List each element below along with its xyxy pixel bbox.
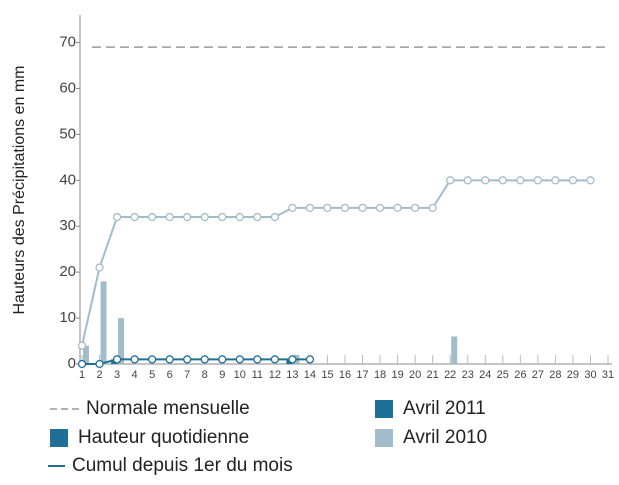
cumulative-point [340, 203, 350, 213]
cumulative-point [183, 212, 192, 222]
cumulative-point [270, 212, 280, 222]
x-tick-label: 1 [79, 369, 85, 381]
y-axis-title: Hauteurs des Précipitations en mm [11, 66, 28, 315]
cumulative-point [305, 203, 315, 213]
y-tick-label: 40 [59, 171, 76, 188]
x-tick-label: 21 [427, 369, 439, 381]
x-tick-label: 23 [462, 369, 474, 381]
x-tick-label: 31 [602, 369, 614, 381]
x-tick-label: 2 [96, 369, 102, 381]
cumulative-point [235, 355, 244, 364]
cumulative-point [288, 355, 297, 364]
x-tick-label: 27 [532, 369, 544, 381]
legend-label: Avril 2011 [403, 398, 486, 419]
cumulative-point [77, 359, 87, 369]
daily-bar [100, 281, 107, 364]
x-tick-label: 16 [339, 369, 351, 381]
cumulative-point [551, 176, 560, 185]
x-tick-label: 6 [167, 369, 173, 381]
cumulative-point [147, 212, 157, 222]
y-tick-label: 70 [59, 34, 76, 51]
cumulative-point [112, 212, 122, 222]
x-tick-label: 14 [304, 369, 316, 381]
cumulative-point [568, 176, 578, 185]
y-tick-label: 50 [59, 125, 76, 142]
x-tick-label: 22 [444, 369, 456, 381]
cumulative-point [533, 176, 543, 185]
x-tick-label: 10 [234, 369, 246, 381]
cumulative-point [463, 176, 472, 185]
cumulative-point [288, 203, 297, 213]
cumulative-point [375, 203, 385, 213]
x-tick-label: 25 [497, 369, 509, 381]
cumulative-point [498, 176, 507, 185]
daily-bar [118, 318, 125, 364]
x-tick-label: 3 [114, 369, 120, 381]
legend-label: Hauteur quotidienne [78, 427, 249, 448]
x-tick-label: 12 [269, 369, 281, 381]
cumulative-point [481, 176, 490, 185]
cumulative-point [112, 355, 122, 364]
x-tick-label: 24 [479, 369, 491, 381]
x-tick-label: 15 [321, 369, 333, 381]
legend-swatch [50, 429, 68, 447]
x-tick-label: 13 [286, 369, 298, 381]
x-tick-label: 4 [132, 369, 138, 381]
x-tick-label: 19 [391, 369, 403, 381]
cumulative-point [165, 355, 174, 364]
cumulative-point [147, 355, 157, 364]
cumulative-point [428, 203, 437, 213]
cumulative-point [586, 176, 595, 185]
legend-swatch [375, 429, 393, 447]
legend-swatch [375, 400, 393, 418]
x-tick-label: 11 [252, 369, 263, 381]
cumulative-point [358, 203, 367, 213]
x-tick-label: 29 [567, 369, 579, 381]
legend-label: Cumul depuis 1er du mois [72, 455, 293, 476]
y-tick-label: 10 [59, 309, 76, 326]
cumulative-point [200, 355, 209, 364]
cumulative-point [218, 212, 227, 222]
x-tick-label: 26 [514, 369, 526, 381]
cumulative-point [165, 212, 174, 222]
legend-label: Normale mensuelle [86, 398, 250, 419]
cumulative-point [323, 203, 332, 213]
cumulative-point [253, 355, 262, 364]
x-tick-label: 28 [549, 369, 561, 381]
cumulative-point [95, 263, 104, 272]
x-tick-label: 17 [356, 369, 368, 381]
cumulative-point [270, 355, 280, 364]
cumulative-point [77, 341, 87, 350]
cumulative-point [253, 212, 262, 222]
cumulative-point [95, 359, 104, 369]
cumulative-point [393, 203, 402, 213]
cumulative-point [516, 176, 525, 185]
x-tick-label: 20 [409, 369, 421, 381]
daily-bar [83, 345, 89, 364]
x-tick-label: 30 [584, 369, 596, 381]
cumulative-point [183, 355, 192, 364]
x-tick-label: 18 [374, 369, 386, 381]
cumulative-point [305, 355, 315, 364]
cumulative-point [410, 203, 420, 213]
cumulative-point [130, 212, 139, 222]
x-tick-label: 8 [202, 369, 208, 381]
y-tick-label: 0 [68, 355, 76, 372]
cumulative-point [446, 176, 455, 185]
x-tick-label: 5 [149, 369, 155, 381]
cumulative-point [200, 212, 209, 222]
legend-label: Avril 2010 [403, 427, 487, 448]
y-tick-label: 30 [59, 217, 76, 234]
cumulative-point [218, 355, 227, 364]
x-tick-label: 7 [184, 369, 190, 381]
cumulative-point [130, 355, 139, 364]
x-tick-label: 9 [219, 369, 225, 381]
daily-bar [451, 336, 458, 364]
cumulative-line [81, 179, 591, 346]
y-tick-label: 20 [59, 263, 76, 280]
cumulative-point [235, 212, 244, 222]
y-tick-label: 60 [59, 79, 76, 96]
